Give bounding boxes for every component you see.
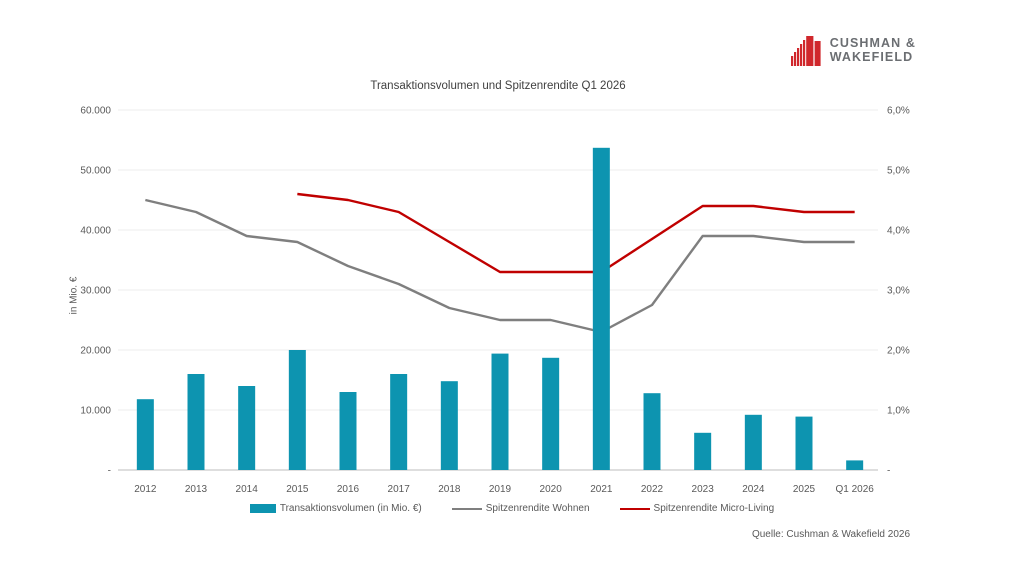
right-axis-tick: 1,0% bbox=[887, 406, 910, 417]
x-axis-tick: 2020 bbox=[540, 484, 563, 495]
bar-2015 bbox=[288, 350, 306, 470]
right-axis-tick: 6,0% bbox=[887, 106, 910, 117]
legend-item-transaktionsvolumen: Transaktionsvolumen (in Mio. €) bbox=[249, 503, 422, 514]
bar-2016 bbox=[339, 392, 357, 470]
bar-2019 bbox=[491, 353, 509, 470]
x-axis-tick: 2013 bbox=[185, 484, 208, 495]
x-axis-tick: 2023 bbox=[692, 484, 715, 495]
x-axis-tick: 2016 bbox=[337, 484, 360, 495]
logo-line2: WAKEFIELD bbox=[829, 50, 914, 64]
legend-label-spitzenrendite-wohnen: Spitzenrendite Wohnen bbox=[485, 503, 590, 514]
left-axis-tick: 10.000 bbox=[80, 406, 111, 417]
left-axis-tick: 50.000 bbox=[80, 166, 111, 177]
source-caption: Quelle: Cushman & Wakefield 2026 bbox=[751, 529, 910, 540]
x-axis-tick: 2014 bbox=[236, 484, 259, 495]
bar-2014 bbox=[238, 386, 256, 470]
x-axis-tick: 2019 bbox=[489, 484, 512, 495]
x-axis-tick: 2022 bbox=[641, 484, 664, 495]
legend-label-transaktionsvolumen: Transaktionsvolumen (in Mio. €) bbox=[279, 503, 422, 514]
left-axis-tick: 20.000 bbox=[80, 346, 111, 357]
bar-2024 bbox=[744, 414, 762, 470]
right-axis-tick: 4,0% bbox=[887, 226, 910, 237]
chart-title: Transaktionsvolumen und Spitzenrendite Q… bbox=[370, 80, 626, 92]
x-axis-tick: 2025 bbox=[793, 484, 816, 495]
bar-2023 bbox=[694, 432, 712, 470]
line-spitzenrendite-micro-living bbox=[297, 192, 855, 274]
bar-q1-2026 bbox=[846, 460, 864, 470]
bar-2021 bbox=[592, 147, 610, 471]
right-axis-tick: 5,0% bbox=[887, 166, 910, 177]
right-axis-tick: 3,0% bbox=[887, 286, 910, 297]
left-axis-tick: 30.000 bbox=[80, 286, 111, 297]
bar-2018 bbox=[440, 381, 458, 470]
legend-item-spitzenrendite-micro-living: Spitzenrendite Micro-Living bbox=[619, 503, 775, 514]
left-axis-tick: 40.000 bbox=[80, 226, 111, 237]
left-axis-tick: - bbox=[108, 466, 111, 477]
bar-swatch-icon bbox=[249, 504, 276, 513]
right-axis-tick: 2,0% bbox=[887, 346, 910, 357]
logo-skyline-icon bbox=[790, 36, 821, 66]
legend-label-spitzenrendite-micro-living: Spitzenrendite Micro-Living bbox=[653, 503, 775, 514]
x-axis-tick: 2015 bbox=[286, 484, 309, 495]
bar-2013 bbox=[187, 374, 205, 470]
bar-2012 bbox=[136, 399, 154, 470]
logo-line1: CUSHMAN & bbox=[829, 36, 916, 50]
x-axis-tick: 2017 bbox=[388, 484, 411, 495]
cushman-wakefield-logo: CUSHMAN & WAKEFIELD bbox=[790, 34, 916, 66]
right-axis-tick: - bbox=[887, 466, 890, 477]
bar-2025 bbox=[795, 416, 813, 470]
x-axis-tick: 2018 bbox=[438, 484, 461, 495]
bar-2020 bbox=[542, 357, 560, 470]
left-axis-tick: 60.000 bbox=[80, 106, 111, 117]
chart-legend: Transaktionsvolumen (in Mio. €) Spitzenr… bbox=[0, 503, 1024, 514]
logo-text: CUSHMAN & WAKEFIELD bbox=[830, 36, 916, 64]
gray-line-swatch-icon bbox=[451, 507, 482, 510]
bar-2022 bbox=[643, 393, 661, 470]
x-axis-tick: 2024 bbox=[742, 484, 765, 495]
red-line-swatch-icon bbox=[619, 507, 650, 510]
line-spitzenrendite-wohnen bbox=[145, 198, 855, 334]
legend-item-spitzenrendite-wohnen: Spitzenrendite Wohnen bbox=[451, 503, 590, 514]
x-axis-tick: Q1 2026 bbox=[835, 484, 874, 495]
x-axis-tick: 2012 bbox=[134, 484, 157, 495]
bar-2017 bbox=[390, 374, 408, 470]
x-axis-tick: 2021 bbox=[590, 484, 613, 495]
